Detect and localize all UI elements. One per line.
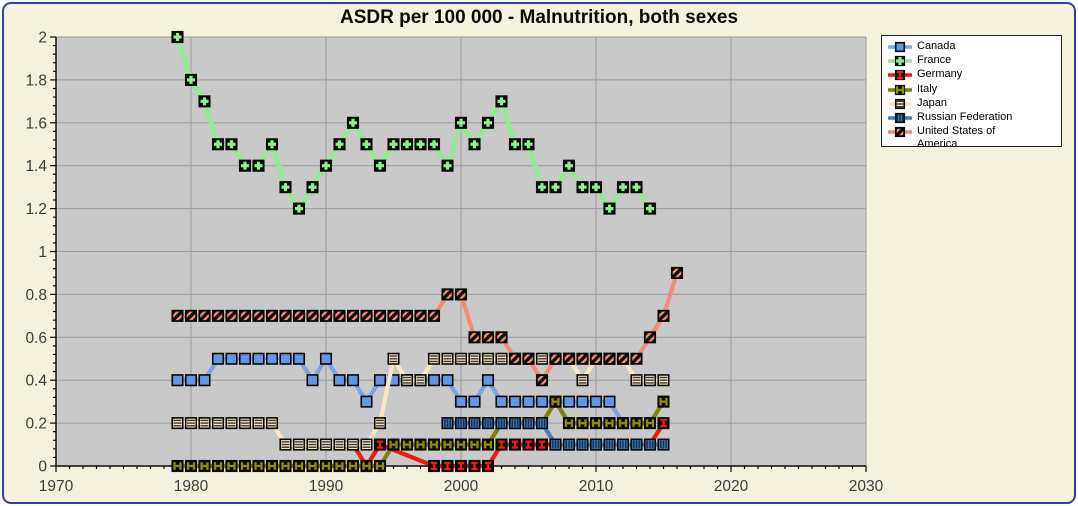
svg-text:0.4: 0.4 <box>25 373 47 390</box>
svg-text:2000: 2000 <box>444 478 479 495</box>
legend-item-germany: Germany <box>887 68 1059 81</box>
usa-marker-icon <box>888 127 912 138</box>
svg-text:1970: 1970 <box>39 478 74 495</box>
legend-label: Germany <box>917 68 963 81</box>
svg-text:0.6: 0.6 <box>25 330 47 347</box>
legend-label: Canada <box>917 40 956 52</box>
y-axis-labels: 0 0.2 0.4 0.6 0.8 1 1.2 1.4 1.6 1.8 2 <box>25 30 47 476</box>
svg-text:1: 1 <box>38 244 47 261</box>
svg-text:2030: 2030 <box>849 478 884 495</box>
svg-text:1980: 1980 <box>174 478 209 495</box>
legend-item-usa: United States of America <box>887 125 1059 147</box>
legend-label: Japan <box>917 96 947 109</box>
svg-text:0.8: 0.8 <box>25 287 47 304</box>
legend-item-japan: Japan <box>887 97 1059 110</box>
x-axis-labels: 1970 1980 1990 2000 2010 2020 2030 <box>39 478 884 495</box>
svg-text:1.6: 1.6 <box>25 115 47 132</box>
svg-text:0: 0 <box>38 459 47 476</box>
svg-text:1.8: 1.8 <box>25 72 47 89</box>
legend-item-russia: Russian Federation <box>887 111 1059 124</box>
germany-marker-icon <box>888 70 912 81</box>
series-russia <box>441 417 670 451</box>
legend-label: France <box>917 54 952 67</box>
svg-text:2: 2 <box>38 30 47 47</box>
legend-label: Italy <box>917 82 938 95</box>
legend: Canada France Germany Italy Japan Russian Fed… <box>881 35 1062 147</box>
japan-marker-icon <box>888 98 912 109</box>
legend-item-canada: Canada <box>887 40 1059 53</box>
legend-label: Russian Federation <box>917 110 1013 123</box>
svg-text:1990: 1990 <box>309 478 344 495</box>
canada-marker-icon <box>888 41 912 53</box>
italy-marker-icon <box>888 84 912 95</box>
svg-text:2020: 2020 <box>714 478 749 495</box>
legend-item-france: France <box>887 54 1059 67</box>
svg-text:0.2: 0.2 <box>25 416 47 433</box>
gridlines <box>56 36 867 466</box>
svg-text:1.4: 1.4 <box>25 158 47 175</box>
chart-title: ASDR per 100 000 - Malnutrition, both se… <box>339 7 739 28</box>
legend-label: United States of America <box>917 125 996 147</box>
svg-text:2010: 2010 <box>579 478 614 495</box>
russia-marker-icon <box>888 112 912 124</box>
svg-text:1.2: 1.2 <box>25 201 47 218</box>
legend-item-italy: Italy <box>887 83 1059 96</box>
series-france <box>171 30 657 215</box>
series-usa <box>171 266 684 387</box>
france-marker-icon <box>888 56 912 67</box>
